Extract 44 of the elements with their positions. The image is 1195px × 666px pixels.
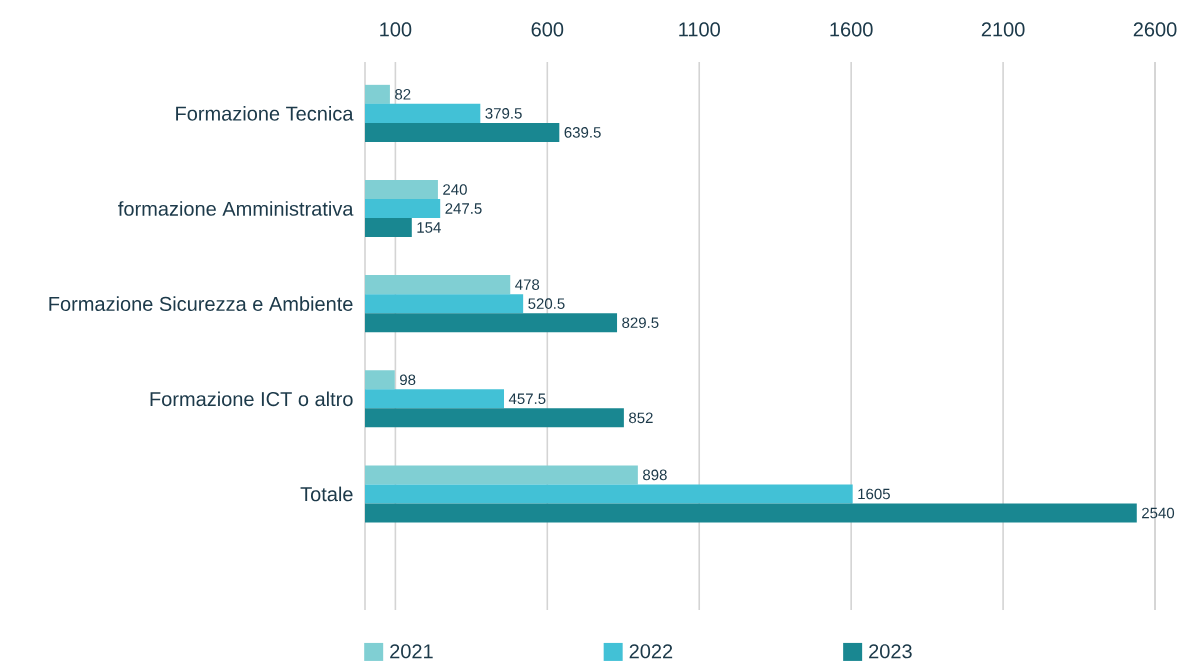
data-label: 2540: [1142, 507, 1175, 519]
data-label: 898: [643, 469, 667, 481]
bar: [365, 389, 505, 409]
x-tick-label: 2100: [981, 22, 1025, 37]
data-label: 1605: [858, 488, 890, 500]
bar: [365, 465, 638, 485]
bar: [365, 313, 618, 333]
bar: [365, 218, 412, 238]
data-label: 520.5: [528, 298, 565, 309]
y-tick-label: Totale: [300, 486, 353, 502]
x-tick-label: 600: [531, 22, 564, 37]
y-tick-label: Formazione ICT o altro: [150, 391, 353, 407]
data-label: 379.5: [485, 108, 522, 119]
x-tick-label: 1600: [830, 22, 873, 37]
data-label: 457.5: [508, 393, 546, 405]
data-label: 82: [395, 89, 411, 100]
legend-label: 2021: [390, 644, 433, 659]
bar: [365, 122, 560, 142]
y-tick-label: Formazione Tecnica: [176, 106, 354, 121]
x-tick-label: 1100: [679, 22, 720, 37]
bar: [365, 103, 481, 123]
data-label: 98: [400, 374, 416, 386]
bar: [365, 408, 624, 428]
y-tick-label: formazione Amministrativa: [118, 201, 354, 216]
data-label: 639.5: [564, 127, 601, 138]
bar: [365, 294, 524, 314]
legend-label: 2022: [629, 644, 673, 659]
bar: [365, 199, 441, 219]
bar: [365, 484, 853, 504]
data-label: 829.5: [622, 317, 659, 328]
bar: [365, 179, 438, 199]
data-label: 240: [443, 184, 467, 195]
data-label: 852: [629, 412, 653, 424]
bar: [365, 370, 395, 390]
bar: [365, 503, 1137, 523]
x-tick-label: 2600: [1133, 22, 1177, 37]
bar: [365, 275, 511, 295]
bar: [365, 84, 390, 104]
data-label: 154: [417, 222, 441, 233]
data-label: 247.5: [445, 203, 482, 214]
data-label: 478: [515, 279, 540, 290]
x-tick-label: 100: [380, 22, 412, 37]
y-tick-label: Formazione Sicurezza e Ambiente: [49, 296, 353, 312]
legend-label: 2023: [869, 644, 912, 659]
